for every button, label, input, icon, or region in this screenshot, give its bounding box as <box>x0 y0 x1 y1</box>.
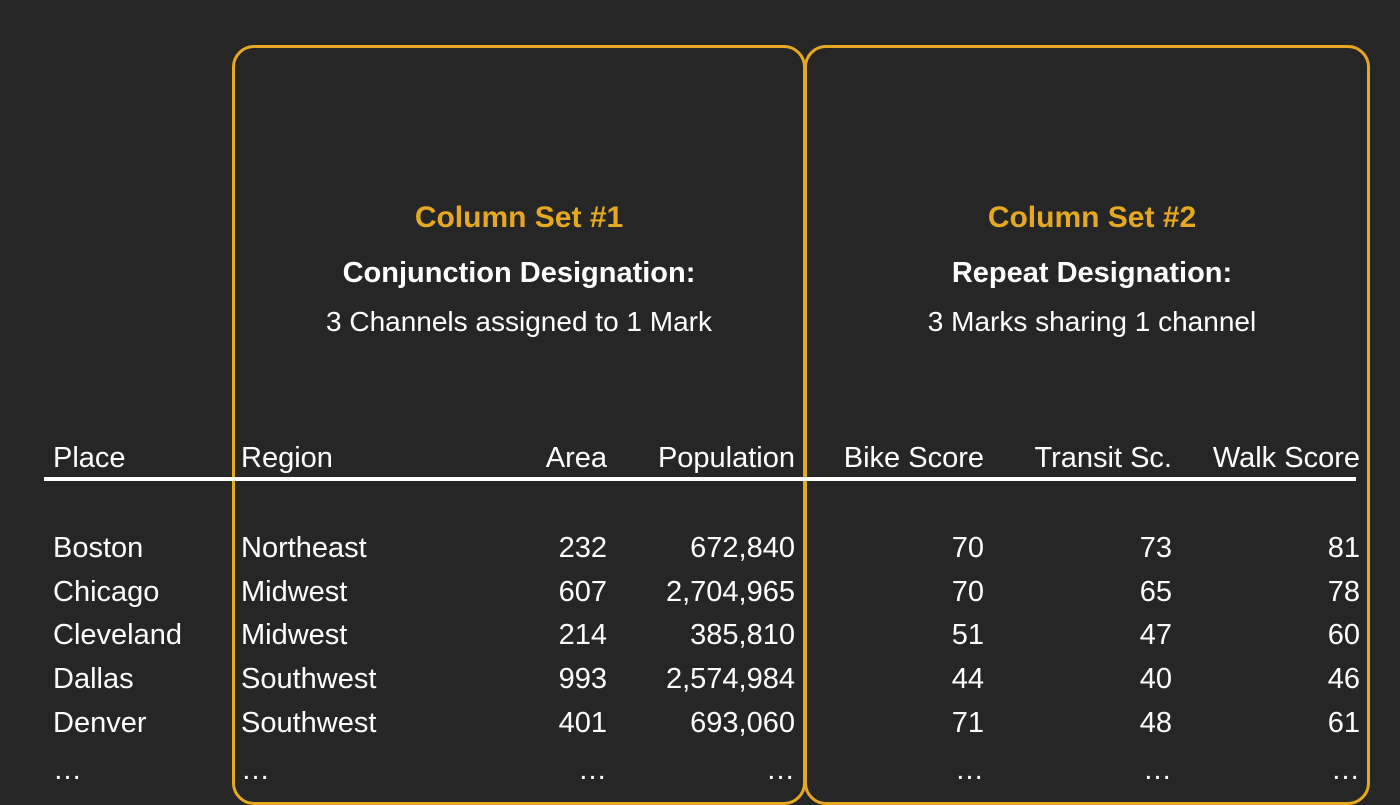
table-cell-region: Southwest <box>241 707 377 739</box>
table-cell-place: Cleveland <box>53 619 182 651</box>
column-set-2-description: 3 Marks sharing 1 channel <box>927 306 1257 337</box>
column-set-2-subtitle: Repeat Designation: <box>951 257 1233 289</box>
table-cell-population: 385,810 <box>690 619 795 651</box>
table-cell-population: 672,840 <box>690 532 795 564</box>
table-cell-bike-score: 70 <box>951 576 984 608</box>
table-cell-region: Southwest <box>241 663 377 695</box>
table-cell-bike-score: 51 <box>951 619 984 651</box>
table-cell-bike-score: 70 <box>951 532 984 564</box>
table-cell-area: 993 <box>558 663 607 695</box>
table-cell-transit-score: 47 <box>1139 619 1172 651</box>
table-cell-area: 607 <box>558 576 607 608</box>
table-cell-transit-score: 65 <box>1139 576 1172 608</box>
table-cell-transit-score: 73 <box>1139 532 1172 564</box>
column-header-transit-score: Transit Sc. <box>1034 442 1172 474</box>
table-cell-place: Chicago <box>53 576 160 608</box>
column-header-population: Population <box>657 442 795 474</box>
column-set-1-caption: Column Set #1 Conjunction Designation: 3… <box>232 196 806 344</box>
table-cell-region: Midwest <box>241 619 348 651</box>
table-cell-region: Northeast <box>241 532 367 564</box>
table-cell-bike-score: … <box>955 754 984 786</box>
table-cell-bike-score: 44 <box>951 663 984 695</box>
table-cell-walk-score: 78 <box>1327 576 1360 608</box>
table-cell-transit-score: 48 <box>1139 707 1172 739</box>
table-cell-area: 232 <box>558 532 607 564</box>
table-cell-place: Denver <box>53 707 147 739</box>
table-cell-region: … <box>241 754 270 786</box>
column-set-2-caption: Column Set #2 Repeat Designation: 3 Mark… <box>804 196 1380 344</box>
table-cell-region: Midwest <box>241 576 348 608</box>
table-cell-area: 214 <box>558 619 607 651</box>
column-set-1-description: 3 Channels assigned to 1 Mark <box>326 306 712 337</box>
column-header-area: Area <box>545 442 607 474</box>
column-set-1-subtitle: Conjunction Designation: <box>342 257 696 289</box>
table-cell-place: Dallas <box>53 663 134 695</box>
header-rule <box>44 477 1356 481</box>
table-cell-area: 401 <box>558 707 607 739</box>
column-header-place: Place <box>53 442 126 474</box>
table-cell-population: 2,574,984 <box>665 663 795 695</box>
table-cell-walk-score: 81 <box>1327 532 1360 564</box>
table-cell-walk-score: … <box>1331 754 1360 786</box>
table-cell-area: … <box>578 754 607 786</box>
table-cell-transit-score: … <box>1143 754 1172 786</box>
table-cell-bike-score: 71 <box>951 707 984 739</box>
table-cell-population: … <box>766 754 795 786</box>
column-set-2-title: Column Set #2 <box>987 201 1197 234</box>
table-cell-place: Boston <box>53 532 144 564</box>
table-cell-population: 2,704,965 <box>665 576 795 608</box>
column-header-bike-score: Bike Score <box>843 442 984 474</box>
column-header-region: Region <box>241 442 333 474</box>
table-cell-population: 693,060 <box>690 707 795 739</box>
table-cell-walk-score: 60 <box>1327 619 1360 651</box>
table-cell-walk-score: 61 <box>1327 707 1360 739</box>
column-set-2-frame <box>804 45 1370 805</box>
table-cell-walk-score: 46 <box>1327 663 1360 695</box>
table-cell-transit-score: 40 <box>1139 663 1172 695</box>
column-set-1-title: Column Set #1 <box>414 201 624 234</box>
table-cell-place: … <box>53 754 82 786</box>
column-header-walk-score: Walk Score <box>1212 442 1360 474</box>
